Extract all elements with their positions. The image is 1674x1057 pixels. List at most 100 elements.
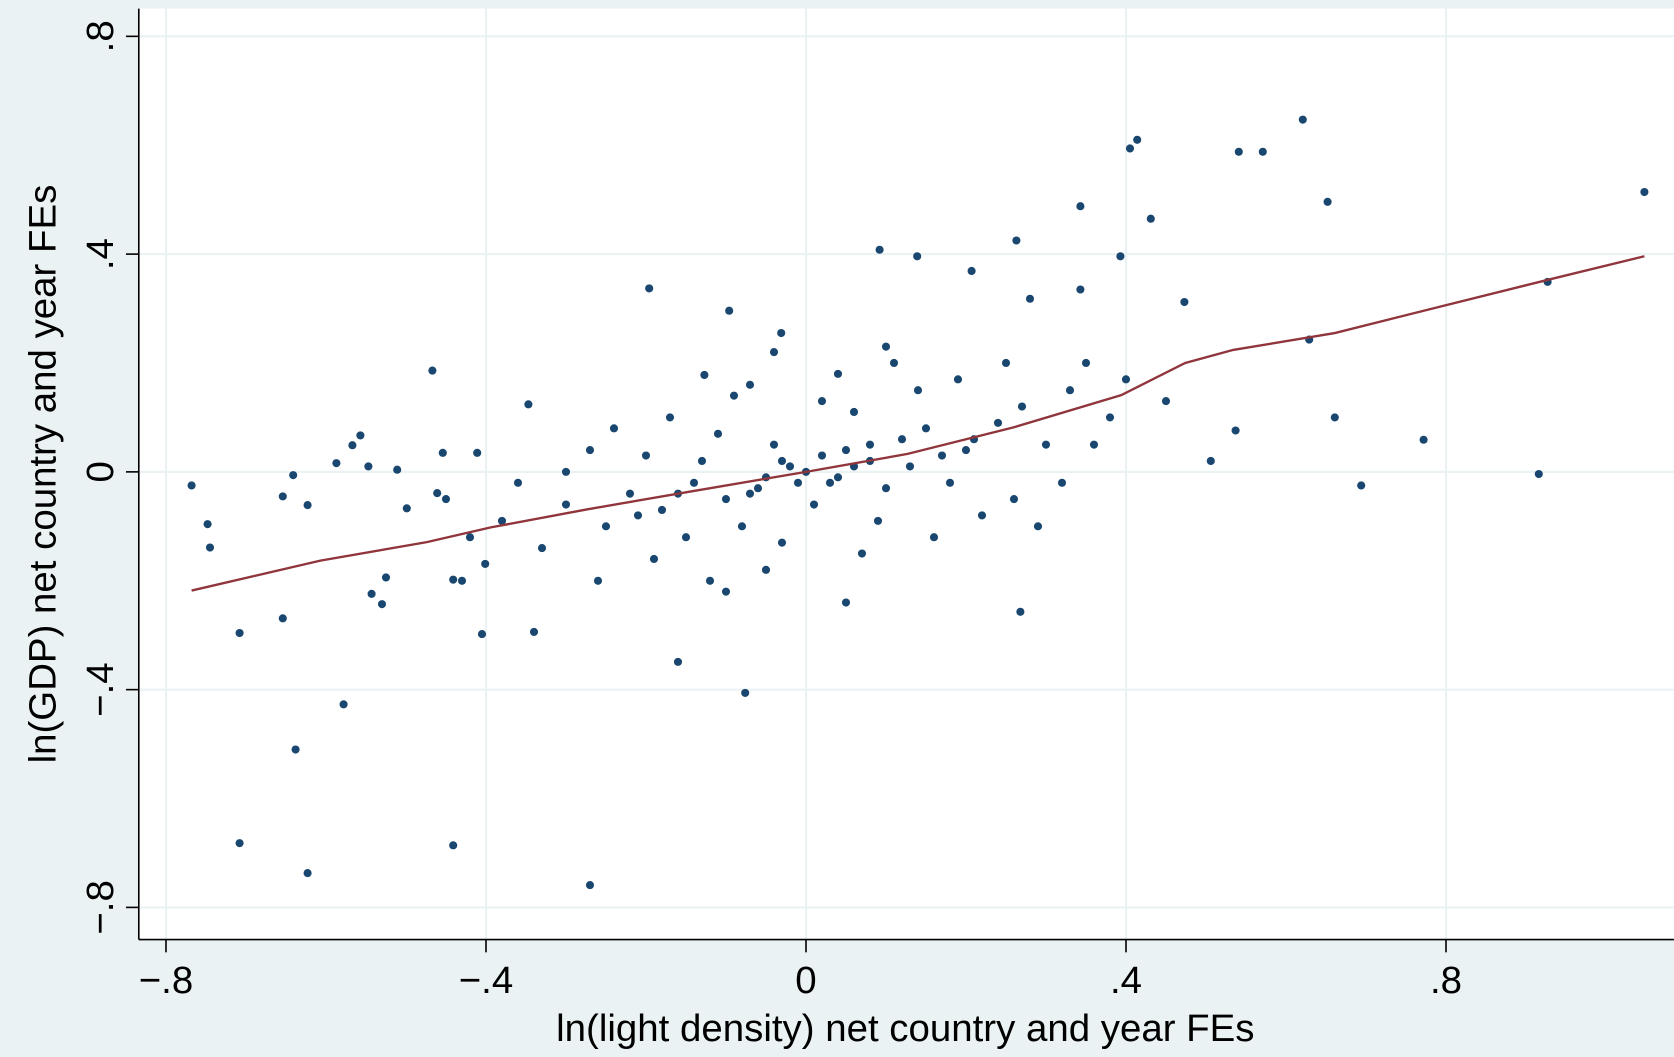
point bbox=[761, 565, 771, 574]
point bbox=[1089, 440, 1099, 449]
point bbox=[945, 478, 955, 487]
point bbox=[681, 533, 691, 542]
point bbox=[1076, 202, 1085, 211]
point bbox=[203, 520, 212, 529]
point bbox=[913, 252, 922, 261]
point bbox=[777, 456, 787, 466]
y-tick-label: .8 bbox=[79, 20, 122, 52]
point bbox=[393, 465, 402, 474]
plot-area bbox=[138, 8, 1674, 940]
point bbox=[769, 440, 779, 449]
point bbox=[865, 440, 875, 449]
point bbox=[657, 505, 667, 515]
point bbox=[745, 489, 755, 498]
point bbox=[1534, 469, 1543, 479]
point bbox=[977, 511, 987, 520]
point bbox=[881, 342, 891, 351]
y-tick-label: .4 bbox=[79, 238, 122, 270]
point bbox=[689, 478, 699, 487]
point bbox=[449, 841, 458, 850]
point bbox=[601, 522, 611, 531]
point bbox=[697, 456, 707, 466]
point bbox=[1116, 252, 1125, 261]
point bbox=[713, 429, 723, 438]
point bbox=[1121, 375, 1131, 384]
x-tick-label: 0 bbox=[795, 959, 816, 1002]
point bbox=[817, 397, 827, 406]
point bbox=[889, 358, 899, 368]
point bbox=[561, 467, 571, 476]
point bbox=[721, 587, 731, 596]
point bbox=[833, 473, 843, 482]
point bbox=[291, 745, 300, 754]
point bbox=[1033, 522, 1043, 531]
x-tick-label: .4 bbox=[1110, 959, 1142, 1002]
point bbox=[187, 481, 196, 490]
point bbox=[841, 446, 851, 455]
point bbox=[1125, 144, 1135, 153]
point bbox=[477, 630, 487, 639]
point bbox=[364, 462, 373, 471]
point bbox=[278, 614, 287, 623]
point bbox=[1065, 386, 1075, 395]
point bbox=[235, 628, 244, 638]
point bbox=[897, 435, 907, 444]
point bbox=[1298, 115, 1307, 124]
point bbox=[1419, 435, 1428, 444]
point bbox=[235, 839, 244, 848]
point bbox=[1357, 481, 1366, 490]
point bbox=[961, 446, 971, 455]
point bbox=[377, 600, 387, 609]
point bbox=[875, 245, 884, 254]
point bbox=[332, 459, 341, 468]
point bbox=[481, 559, 490, 568]
point bbox=[339, 700, 348, 709]
point bbox=[705, 576, 715, 585]
point bbox=[753, 484, 763, 493]
point bbox=[953, 375, 963, 384]
point bbox=[665, 413, 675, 422]
point bbox=[721, 495, 731, 504]
point bbox=[1146, 214, 1155, 223]
point bbox=[817, 451, 827, 460]
point bbox=[449, 575, 458, 584]
point bbox=[561, 500, 571, 509]
point bbox=[1133, 135, 1142, 144]
point bbox=[497, 516, 507, 525]
point bbox=[641, 451, 651, 460]
point bbox=[649, 554, 659, 564]
point bbox=[441, 495, 451, 504]
point bbox=[465, 533, 475, 542]
point bbox=[289, 471, 298, 480]
point bbox=[1180, 297, 1189, 307]
point bbox=[1076, 285, 1085, 294]
point bbox=[381, 573, 391, 582]
point bbox=[367, 589, 376, 598]
point bbox=[921, 424, 931, 433]
point bbox=[438, 448, 447, 457]
fit-line bbox=[191, 255, 1645, 592]
point bbox=[929, 533, 939, 542]
point bbox=[1258, 147, 1267, 156]
point bbox=[402, 504, 411, 513]
point bbox=[473, 448, 482, 457]
point bbox=[1017, 402, 1027, 411]
point bbox=[585, 446, 595, 455]
point bbox=[700, 370, 709, 380]
point bbox=[1001, 358, 1011, 368]
x-tick-label: −.4 bbox=[459, 959, 513, 1002]
point bbox=[1206, 456, 1215, 466]
point bbox=[593, 576, 603, 585]
point bbox=[1081, 358, 1091, 368]
point bbox=[645, 284, 654, 293]
point bbox=[913, 386, 923, 395]
point bbox=[1161, 397, 1171, 406]
point bbox=[769, 348, 779, 357]
point bbox=[729, 391, 739, 400]
point bbox=[905, 462, 915, 471]
point bbox=[833, 369, 843, 378]
point bbox=[745, 380, 755, 389]
point bbox=[1012, 236, 1021, 245]
